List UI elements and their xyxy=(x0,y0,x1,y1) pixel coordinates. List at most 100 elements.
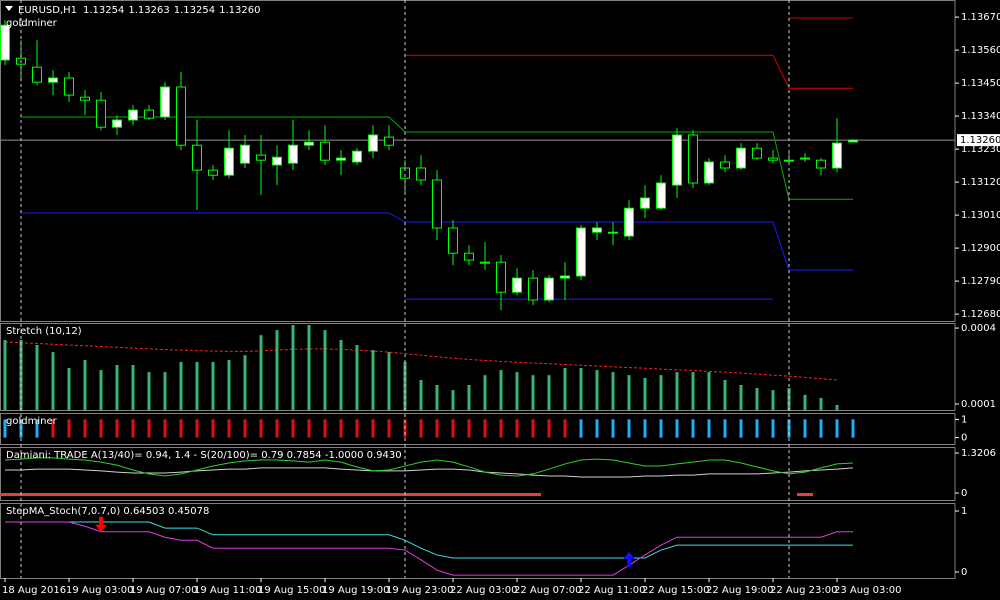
signal-bar xyxy=(451,419,455,438)
candle-body xyxy=(496,261,506,293)
y-tick-label: 0.0004 xyxy=(961,323,996,334)
signal-bar xyxy=(3,419,7,438)
signal-bar xyxy=(67,419,71,438)
histogram-bar xyxy=(739,385,743,410)
histogram-bar xyxy=(253,493,269,497)
candle-body xyxy=(528,277,538,301)
candle-body xyxy=(800,157,810,160)
candle-body xyxy=(608,231,618,234)
signal-bar xyxy=(611,419,615,438)
histogram-bar xyxy=(51,352,55,410)
y-tick-label: 1.13120 xyxy=(961,177,1000,188)
signal-arrow xyxy=(95,516,107,532)
signal-bar xyxy=(259,419,263,438)
panel-border xyxy=(0,0,956,322)
histogram-bar xyxy=(419,379,423,410)
x-tick-label: 22 Aug 11:00 xyxy=(578,585,645,596)
histogram-bar xyxy=(227,359,231,410)
signal-bar xyxy=(211,419,215,438)
y-tick-label: 0 xyxy=(961,488,967,499)
histogram-bar xyxy=(691,372,695,410)
candle-body xyxy=(320,141,330,161)
histogram-bar xyxy=(109,493,125,497)
signal-bar xyxy=(691,419,695,438)
histogram-bar xyxy=(237,493,253,497)
x-tick-label: 19 Aug 15:00 xyxy=(258,585,325,596)
menu-triangle[interactable] xyxy=(5,6,13,11)
histogram-bar xyxy=(499,370,503,410)
signal-bar xyxy=(643,419,647,438)
candle-body xyxy=(480,261,490,264)
histogram-bar xyxy=(285,493,301,497)
histogram-bar xyxy=(61,493,77,497)
signal-bar xyxy=(243,419,247,438)
y-tick-label: 1.13670 xyxy=(961,12,1000,23)
histogram-bar xyxy=(659,375,663,410)
signal-bar xyxy=(83,419,87,438)
candle-body xyxy=(592,227,602,233)
histogram-bar xyxy=(35,345,39,410)
panel-border xyxy=(0,447,956,501)
signal-bar xyxy=(627,419,631,438)
signal-bar xyxy=(355,419,359,438)
x-tick-label: 22 Aug 19:00 xyxy=(706,585,773,596)
candle-body xyxy=(0,24,10,61)
histogram-bar xyxy=(429,493,445,497)
indicator-line xyxy=(5,521,853,576)
candle-body xyxy=(624,207,634,237)
histogram-bar xyxy=(413,493,429,497)
candle-body xyxy=(32,66,42,83)
histogram-bar xyxy=(563,368,567,410)
histogram-bar xyxy=(189,493,205,497)
signal-bar xyxy=(291,419,295,438)
histogram-bar xyxy=(445,493,461,497)
histogram-bar xyxy=(291,325,295,410)
histogram-bar xyxy=(179,361,183,410)
histogram-bar xyxy=(371,350,375,410)
indicator-line xyxy=(5,521,853,559)
y-tick-label: 1.13340 xyxy=(961,111,1000,122)
histogram-bar xyxy=(387,352,391,410)
candle-body xyxy=(848,139,858,143)
histogram-bar xyxy=(723,379,727,410)
histogram-bar xyxy=(803,394,807,410)
candle-body xyxy=(304,141,314,146)
histogram-bar xyxy=(67,368,71,410)
candle-body xyxy=(784,159,794,162)
histogram-bar xyxy=(595,370,599,410)
x-tick-label: 19 Aug 23:00 xyxy=(386,585,453,596)
histogram-bar xyxy=(835,405,839,410)
signal-bar xyxy=(483,419,487,438)
histogram-bar xyxy=(83,359,87,410)
candle-body xyxy=(432,179,442,229)
histogram-bar xyxy=(29,493,45,497)
signal-bar xyxy=(835,419,839,438)
candle-body xyxy=(640,197,650,209)
signal-bar xyxy=(467,419,471,438)
candle-body xyxy=(368,134,378,152)
histogram-bar xyxy=(0,493,13,497)
x-tick-label: 22 Aug 15:00 xyxy=(642,585,709,596)
signal-bar xyxy=(547,419,551,438)
candle-body xyxy=(736,147,746,169)
indicator-line xyxy=(4,341,838,381)
candle-body xyxy=(384,136,394,146)
histogram-bar xyxy=(531,375,535,410)
histogram-bar xyxy=(509,493,525,497)
histogram-bar xyxy=(755,388,759,410)
candle-body xyxy=(752,147,762,159)
histogram-bar xyxy=(493,493,509,497)
signal-bar xyxy=(147,419,151,438)
x-tick-label: 23 Aug 03:00 xyxy=(834,585,901,596)
panel-title: goldminer xyxy=(6,416,58,427)
y-tick-label: 1.13010 xyxy=(961,210,1000,221)
panel-title: Stretch (10,12) xyxy=(6,326,82,337)
candle-body xyxy=(448,227,458,254)
histogram-bar xyxy=(675,372,679,410)
signal-bar xyxy=(515,419,519,438)
histogram-bar xyxy=(611,372,615,410)
histogram-bar xyxy=(365,493,381,497)
x-tick-label: 22 Aug 07:00 xyxy=(514,585,581,596)
current-price-box xyxy=(957,134,1000,147)
histogram-bar xyxy=(259,335,263,410)
